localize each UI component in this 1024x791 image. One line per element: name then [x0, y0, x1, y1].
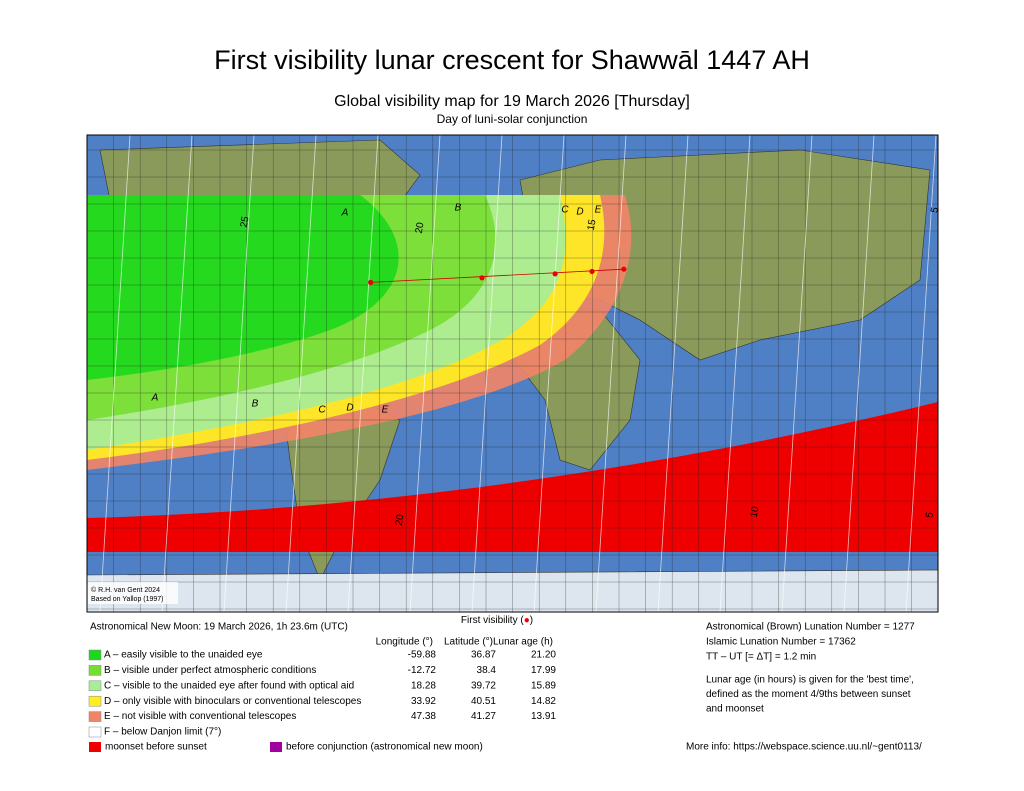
zone-label: B — [252, 399, 259, 410]
lunation-info: Islamic Lunation Number = 17362 — [706, 637, 856, 648]
contour — [471, 135, 503, 612]
note: and moonset — [706, 704, 764, 715]
legend-swatch — [88, 711, 102, 722]
credit: © R.H. van Gent 2024 — [91, 586, 160, 594]
best-time-dot — [621, 266, 627, 272]
legend-label: before conjunction (astronomical new moo… — [286, 742, 483, 753]
grid — [87, 135, 938, 612]
legend-value: 38.4 — [477, 665, 497, 676]
contour — [657, 135, 689, 612]
contour — [781, 135, 813, 612]
legend-value: 39.72 — [471, 680, 496, 691]
note: defined as the moment 4/9ths between sun… — [706, 689, 911, 700]
legend-swatch — [88, 695, 102, 707]
new-moon: Astronomical New Moon: 19 March 2026, 1h… — [90, 622, 348, 633]
legend-label: F – below Danjon limit (7°) — [104, 727, 221, 738]
contour — [843, 135, 875, 612]
legend-label: B – visible under perfect atmospheric co… — [104, 665, 316, 676]
legend-swatch — [88, 726, 102, 738]
subtitle: Day of luni-solar conjunction — [437, 112, 588, 126]
legend-value: 33.92 — [411, 696, 436, 707]
credit-box — [88, 582, 178, 604]
lunation-info: Astronomical (Brown) Lunation Number = 1… — [706, 622, 915, 633]
legend-label: E – not visible with conventional telesc… — [104, 711, 296, 722]
contour — [161, 135, 193, 612]
first-visibility-part: ) — [530, 615, 533, 626]
legend-value: 18.28 — [411, 680, 436, 691]
legend-value: 47.38 — [411, 711, 436, 722]
lunation-info: TT – UT [= ΔT] = 1.2 min — [706, 652, 816, 663]
visibility-zone — [87, 195, 399, 380]
contour — [409, 135, 441, 612]
legend-value: 21.20 — [531, 650, 556, 661]
column-header: Lunar age (h) — [493, 637, 553, 648]
legend-swatch — [88, 680, 102, 692]
legend-value: 15.89 — [531, 680, 556, 691]
legend-swatch — [89, 742, 101, 752]
contour — [223, 135, 255, 612]
legend-label: C – visible to the unaided eye after fou… — [104, 680, 354, 691]
legend-value: -12.72 — [408, 665, 437, 676]
map-frame — [86, 134, 939, 613]
first-visibility-part: ● — [524, 615, 530, 626]
legend-label: moonset before sunset — [105, 742, 207, 753]
best-time-dot — [589, 268, 595, 275]
legend-value: 17.99 — [531, 665, 556, 676]
contour — [285, 135, 317, 612]
more-info: More info: https://webspace.science.uu.n… — [686, 742, 922, 753]
legend-value: 36.87 — [471, 650, 496, 661]
dot-line — [370, 268, 624, 283]
contour-label: 5 — [929, 206, 941, 214]
legend-swatch — [88, 649, 102, 661]
legend-value: -59.88 — [408, 650, 437, 661]
contour-label: 25 — [239, 215, 252, 228]
contour — [595, 135, 627, 612]
note: Lunar age (in hours) is given for the 'b… — [706, 675, 914, 686]
legend-value: 14.82 — [531, 696, 556, 707]
best-time-dot — [479, 275, 485, 281]
subtitle: Global visibility map for 19 March 2026 … — [334, 93, 690, 110]
credit: Based on Yallop (1997) — [91, 596, 164, 603]
best-time-dot — [552, 271, 558, 277]
contour — [719, 135, 751, 612]
zone-label: C — [318, 405, 326, 416]
title: First visibility lunar crescent for Shaw… — [214, 45, 810, 75]
zone-label: C — [561, 205, 569, 216]
zone-label: D — [576, 207, 583, 218]
zone-label: D — [346, 403, 353, 414]
legend-swatch — [270, 742, 282, 752]
legend-value: 13.91 — [531, 711, 556, 722]
column-header: Latitude (°) — [444, 637, 493, 648]
legend-swatch — [88, 665, 102, 676]
zone-label: A — [341, 208, 349, 219]
contour-label: 20 — [414, 221, 427, 234]
contour-label: 5 — [924, 511, 936, 519]
contour — [905, 135, 937, 612]
column-header: Longitude (°) — [376, 637, 433, 648]
zone-label: B — [455, 203, 462, 214]
contour-label: 20 — [394, 513, 407, 526]
best-time-dot — [368, 279, 374, 285]
legend-value: 40.51 — [471, 696, 496, 707]
zone-label: A — [151, 393, 159, 404]
first-visibility: First visibility (●) — [461, 615, 533, 626]
zone-label: E — [382, 405, 389, 416]
contour — [99, 135, 131, 612]
contour-label: 10 — [749, 505, 762, 518]
legend-label: A – easily visible to the unaided eye — [104, 650, 263, 661]
contour — [347, 135, 379, 612]
first-visibility-part: First visibility ( — [461, 615, 524, 626]
contour — [533, 135, 565, 612]
legend-label: D – only visible with binoculars or conv… — [104, 696, 361, 707]
legend-value: 41.27 — [471, 711, 496, 722]
contour-label: 15 — [586, 218, 599, 231]
zone-label: E — [595, 205, 602, 216]
